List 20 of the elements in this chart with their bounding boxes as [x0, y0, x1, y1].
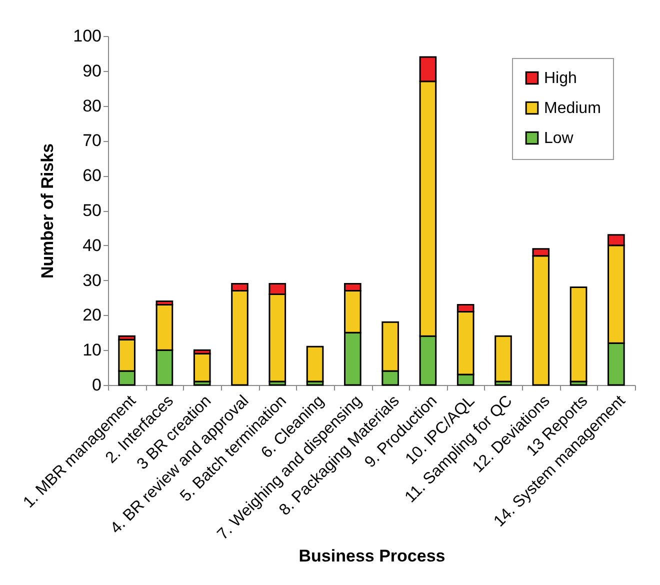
y-tick-label: 20 — [82, 306, 102, 325]
legend-label: High — [544, 70, 577, 87]
bar — [494, 335, 512, 382]
legend-label: Medium — [544, 100, 601, 117]
x-axis-title: Business Process — [298, 546, 446, 566]
bar — [570, 286, 588, 382]
bar — [193, 352, 211, 382]
y-tick-label: 60 — [82, 166, 102, 186]
y-axis-title: Number of Risks — [38, 143, 58, 279]
y-tick-label: 0 — [92, 376, 102, 394]
y-tick-label: 90 — [82, 61, 102, 80]
y-tick-label: 30 — [82, 270, 102, 290]
y-tick-label: 40 — [82, 236, 102, 255]
y-tick-label: 100 — [73, 26, 102, 46]
bar — [306, 346, 324, 382]
y-tick-label: 70 — [82, 131, 102, 150]
y-tick-label: 10 — [82, 340, 102, 360]
y-tick-label: 80 — [82, 96, 102, 116]
y-tick-label: 50 — [82, 201, 102, 220]
legend-label: Low — [544, 130, 574, 147]
